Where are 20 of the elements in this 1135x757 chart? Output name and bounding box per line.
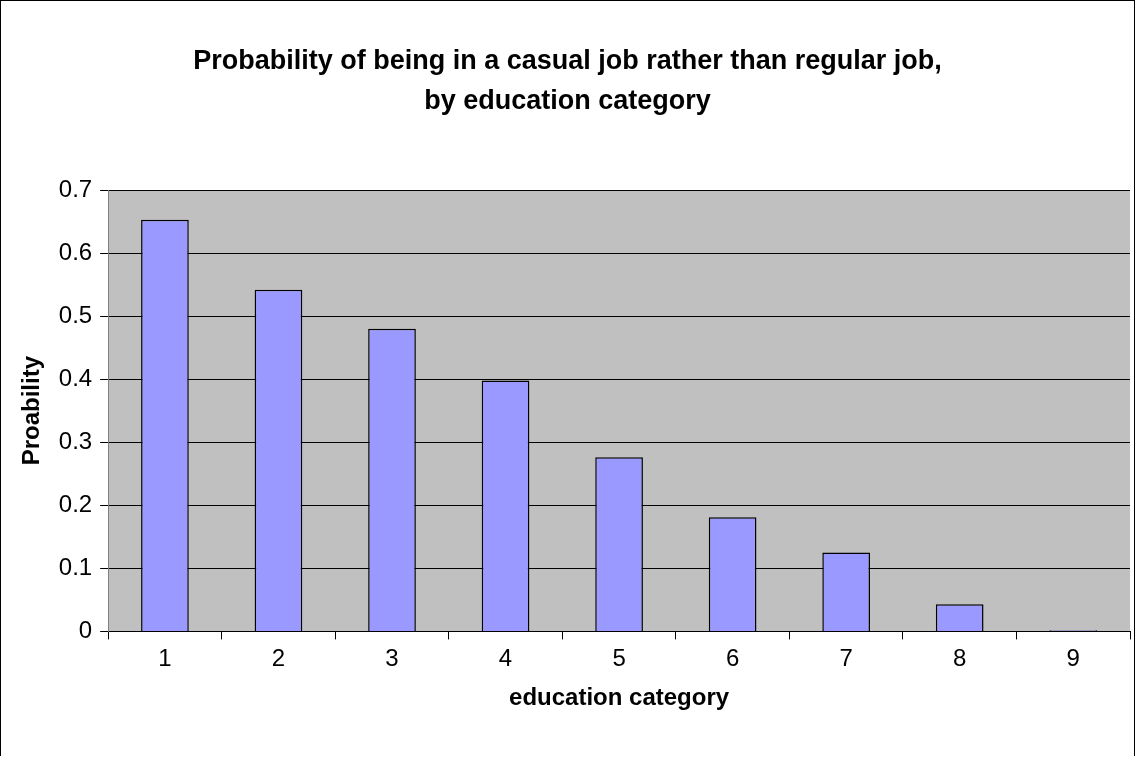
x-tick-label: 5: [612, 644, 626, 672]
y-tick-label: 0.1: [58, 552, 93, 580]
y-tick-label: 0: [78, 616, 93, 644]
x-tick-label: 7: [839, 644, 853, 672]
x-tick-label: 9: [1066, 644, 1080, 672]
y-axis-title: Proability: [17, 355, 45, 466]
y-tick-label: 0.2: [58, 489, 93, 517]
y-tick-label: 0.7: [58, 174, 93, 202]
x-axis-title: education category: [509, 683, 730, 711]
y-tick-label: 0.5: [58, 300, 93, 328]
x-tick-label: 2: [271, 644, 286, 672]
y-tick-label: 0.4: [58, 363, 93, 391]
x-tick-label: 4: [498, 644, 513, 672]
x-tick-label: 8: [953, 644, 967, 672]
chart-title: Probability of being in a casual job rather than regular job, by education category: [192, 44, 943, 117]
x-tick-label: 6: [725, 644, 740, 672]
x-tick-label: 3: [385, 644, 399, 672]
x-tick-label: 1: [158, 644, 172, 672]
y-tick-label: 0.3: [58, 426, 93, 454]
y-tick-label: 0.6: [58, 237, 93, 265]
